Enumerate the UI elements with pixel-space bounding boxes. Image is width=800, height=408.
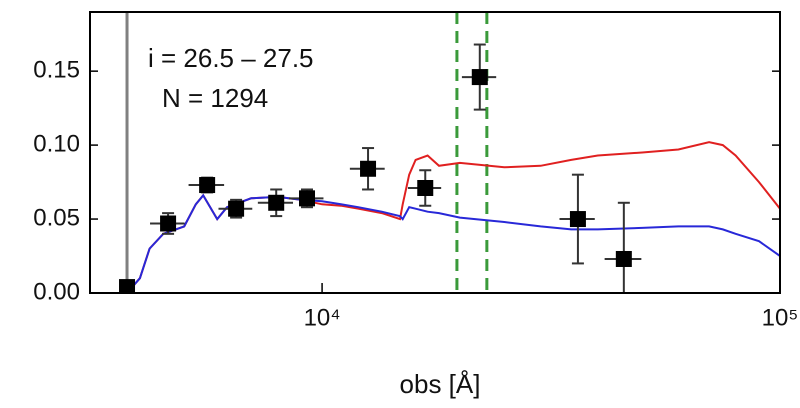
- data-point: [417, 179, 434, 196]
- annotation: N = 1294: [162, 83, 268, 113]
- plot-frame: [89, 11, 781, 294]
- data-point: [471, 69, 488, 86]
- data-point: [569, 211, 586, 228]
- plot-area: [119, 12, 780, 293]
- y-tick-label: 0.00: [33, 278, 80, 305]
- x-tick-label: 10⁴: [304, 304, 341, 331]
- y-tick-label: 0.15: [33, 57, 80, 84]
- data-point: [615, 250, 632, 267]
- y-tick-label: 0.10: [33, 130, 80, 157]
- data-point: [199, 177, 216, 194]
- x-tick-label: 10⁵: [762, 304, 799, 331]
- y-tick-label: 0.05: [33, 204, 80, 231]
- data-point: [160, 215, 177, 232]
- data-point: [268, 194, 285, 211]
- x-axis-label: obs [Å]: [400, 369, 481, 399]
- annotation: i = 26.5 – 27.5: [148, 43, 314, 73]
- data-point: [360, 160, 377, 177]
- spectrum-line: [126, 141, 780, 293]
- data-point: [299, 190, 316, 207]
- spectrum-line: [126, 193, 780, 293]
- data-point: [228, 200, 245, 217]
- data-point: [119, 279, 136, 293]
